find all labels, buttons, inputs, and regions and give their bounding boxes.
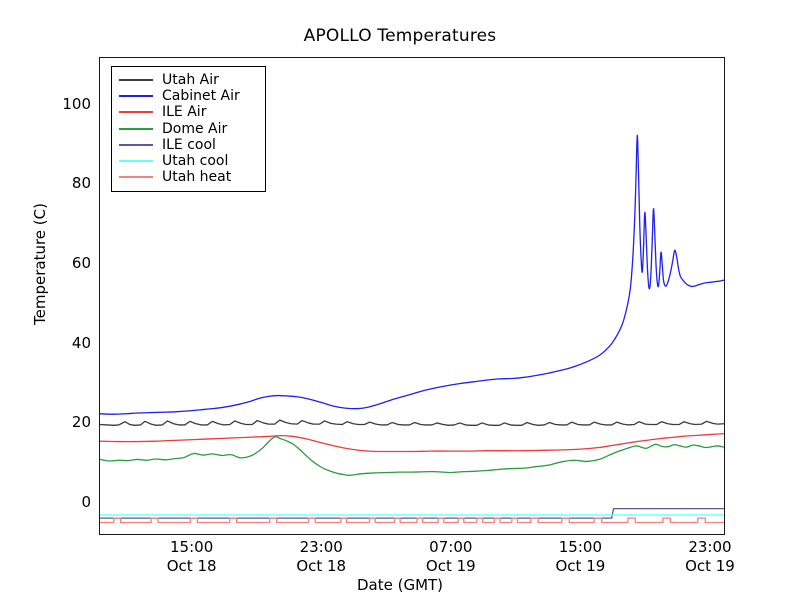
legend-swatch-icon <box>119 111 153 114</box>
legend-item-ile-cool[interactable]: ILE cool <box>119 137 258 153</box>
x-tick-date: Oct 18 <box>296 557 347 576</box>
x-tick-label: 07:00 Oct 19 <box>391 538 511 576</box>
y-tick-label: 60 <box>71 254 91 273</box>
legend-label: ILE Air <box>162 104 207 121</box>
x-tick-time: 07:00 <box>429 538 473 556</box>
x-tick-time: 23:00 <box>688 538 732 556</box>
legend-item-utah-cool[interactable]: Utah cool <box>119 153 258 169</box>
legend-item-utah-air[interactable]: Utah Air <box>119 72 258 88</box>
series-line-ile-cool <box>100 509 724 519</box>
x-tick-time: 23:00 <box>299 538 343 556</box>
series-line-ile-air <box>100 434 724 452</box>
legend-item-cabinet-air[interactable]: Cabinet Air <box>119 88 258 104</box>
legend-swatch-icon <box>119 95 153 98</box>
legend-item-ile-air[interactable]: ILE Air <box>119 104 258 120</box>
series-line-utah-air <box>100 420 724 425</box>
series-line-utah-heat <box>100 518 724 522</box>
series-line-dome-air <box>100 437 724 476</box>
legend-swatch-icon <box>119 176 153 179</box>
x-tick-label: 15:00 Oct 19 <box>520 538 640 576</box>
x-tick-label: 15:00 Oct 18 <box>132 538 252 576</box>
x-axis-label: Date (GMT) <box>356 576 444 594</box>
x-tick-date: Oct 19 <box>685 557 735 576</box>
page-title: APOLLO Temperatures <box>303 26 497 46</box>
x-tick-time: 15:00 <box>558 538 602 556</box>
data-lines <box>100 58 724 534</box>
legend-label: ILE cool <box>162 136 216 153</box>
y-tick-label: 20 <box>71 413 91 432</box>
legend-label: Utah cool <box>162 153 229 170</box>
legend-label: Utah Air <box>162 72 219 89</box>
y-tick-label: 100 <box>62 94 91 113</box>
y-tick-label: 40 <box>71 333 91 352</box>
series-line-cabinet-air <box>100 135 724 414</box>
y-tick-label: 0 <box>81 493 91 512</box>
x-tick-date: Oct 19 <box>425 557 476 576</box>
x-tick-date: Oct 19 <box>555 557 606 576</box>
legend-item-utah-heat[interactable]: Utah heat <box>119 169 258 185</box>
legend-swatch-icon <box>119 127 153 130</box>
legend-item-dome-air[interactable]: Dome Air <box>119 121 258 137</box>
legend-label: Utah heat <box>162 169 232 186</box>
legend-label: Cabinet Air <box>162 88 240 105</box>
legend: Utah Air Cabinet Air ILE Air Dome Air ILE co… <box>111 66 266 193</box>
x-tick-label: 23:00 Oct 19 <box>650 538 770 576</box>
x-tick-date: Oct 18 <box>166 557 217 576</box>
legend-swatch-icon <box>119 143 153 146</box>
x-tick-label: 23:00 Oct 18 <box>261 538 381 576</box>
x-tick-time: 15:00 <box>170 538 214 556</box>
legend-swatch-icon <box>119 79 153 82</box>
legend-swatch-icon <box>119 160 153 163</box>
legend-label: Dome Air <box>162 120 228 137</box>
y-tick-label: 80 <box>71 174 91 193</box>
